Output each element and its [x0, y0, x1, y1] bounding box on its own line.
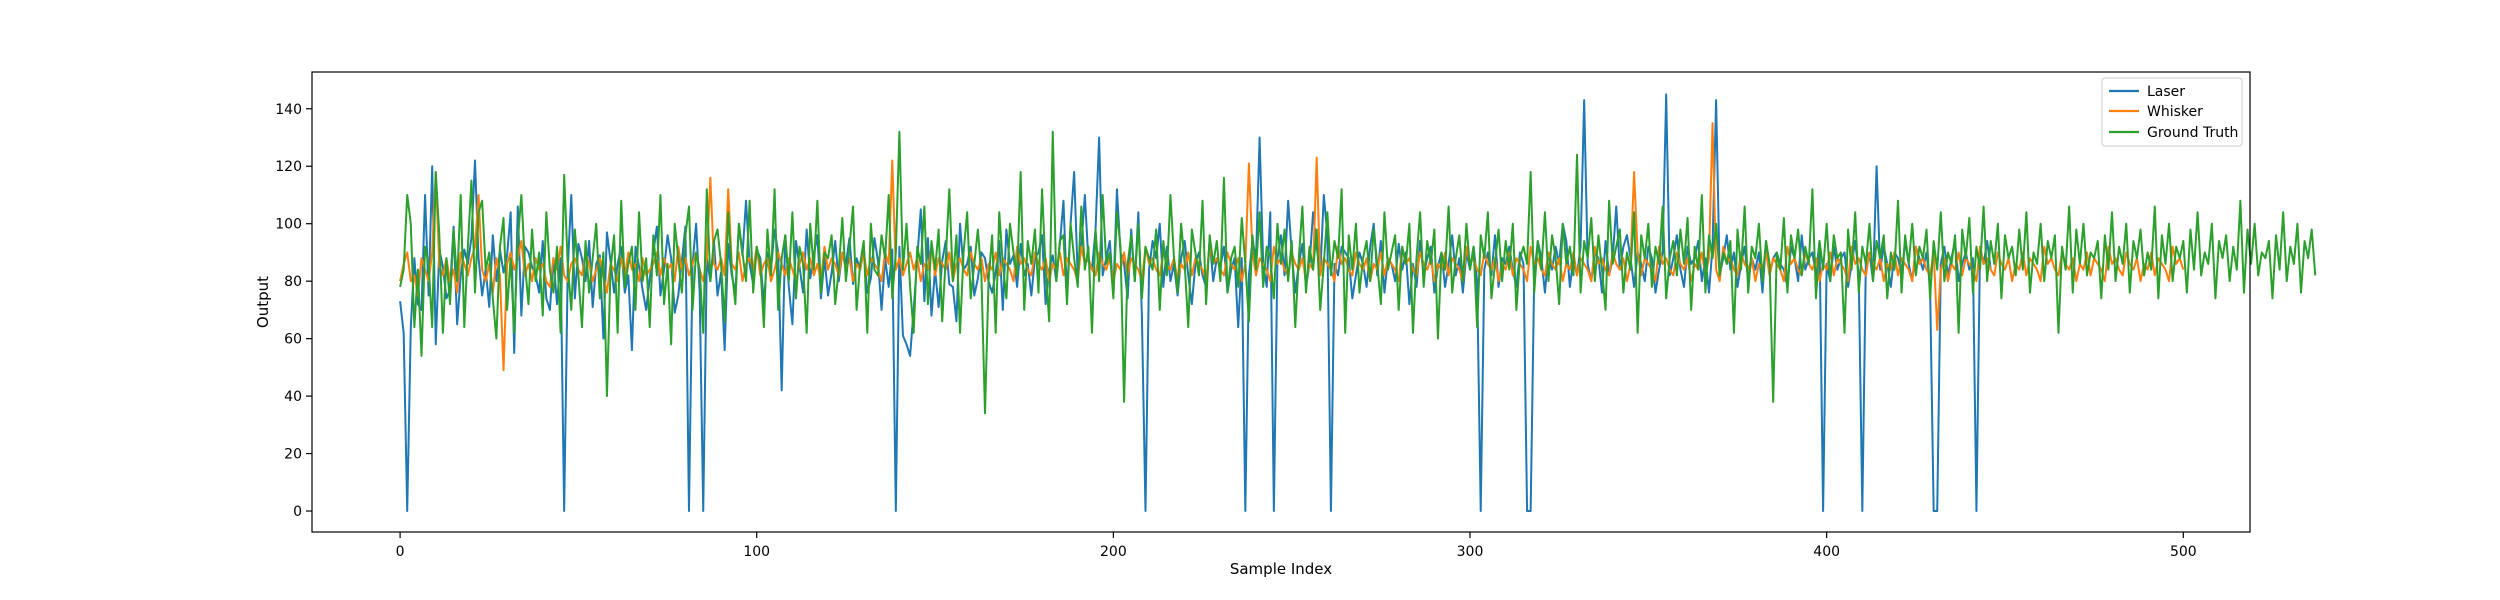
x-axis: 0 100 200 300 400 500	[396, 532, 2197, 560]
x-axis-label: Sample Index	[1230, 560, 1332, 578]
y-tick-label: 0	[293, 504, 302, 520]
y-tick-label: 120	[275, 159, 302, 175]
y-tick-label: 20	[284, 447, 302, 463]
legend-label-ground-truth: Ground Truth	[2147, 125, 2238, 141]
legend-label-laser: Laser	[2147, 84, 2185, 100]
x-tick-label: 400	[1813, 544, 1840, 560]
legend-box	[2101, 77, 2243, 147]
series-line-ground-truth	[399, 130, 2317, 415]
y-axis: 0 20 40 60 80 100 120 140	[275, 102, 312, 520]
y-tick-label: 40	[284, 389, 302, 405]
plot-frame	[311, 71, 2251, 533]
series-line-laser	[399, 93, 1992, 513]
y-axis-label: Output	[254, 276, 272, 328]
x-tick-label: 300	[1457, 544, 1484, 560]
y-tick-label: 140	[275, 102, 302, 118]
x-tick-label: 500	[2170, 544, 2197, 560]
x-tick-label: 0	[396, 544, 405, 560]
y-tick-label: 100	[275, 217, 302, 233]
series-layer	[399, 93, 2317, 513]
x-tick-label: 200	[1100, 544, 1127, 560]
y-tick-label: 80	[284, 274, 302, 290]
x-tick-label: 100	[743, 544, 770, 560]
legend: Laser Whisker Ground Truth	[2101, 77, 2243, 147]
legend-label-whisker: Whisker	[2147, 104, 2203, 120]
y-tick-label: 60	[284, 332, 302, 348]
